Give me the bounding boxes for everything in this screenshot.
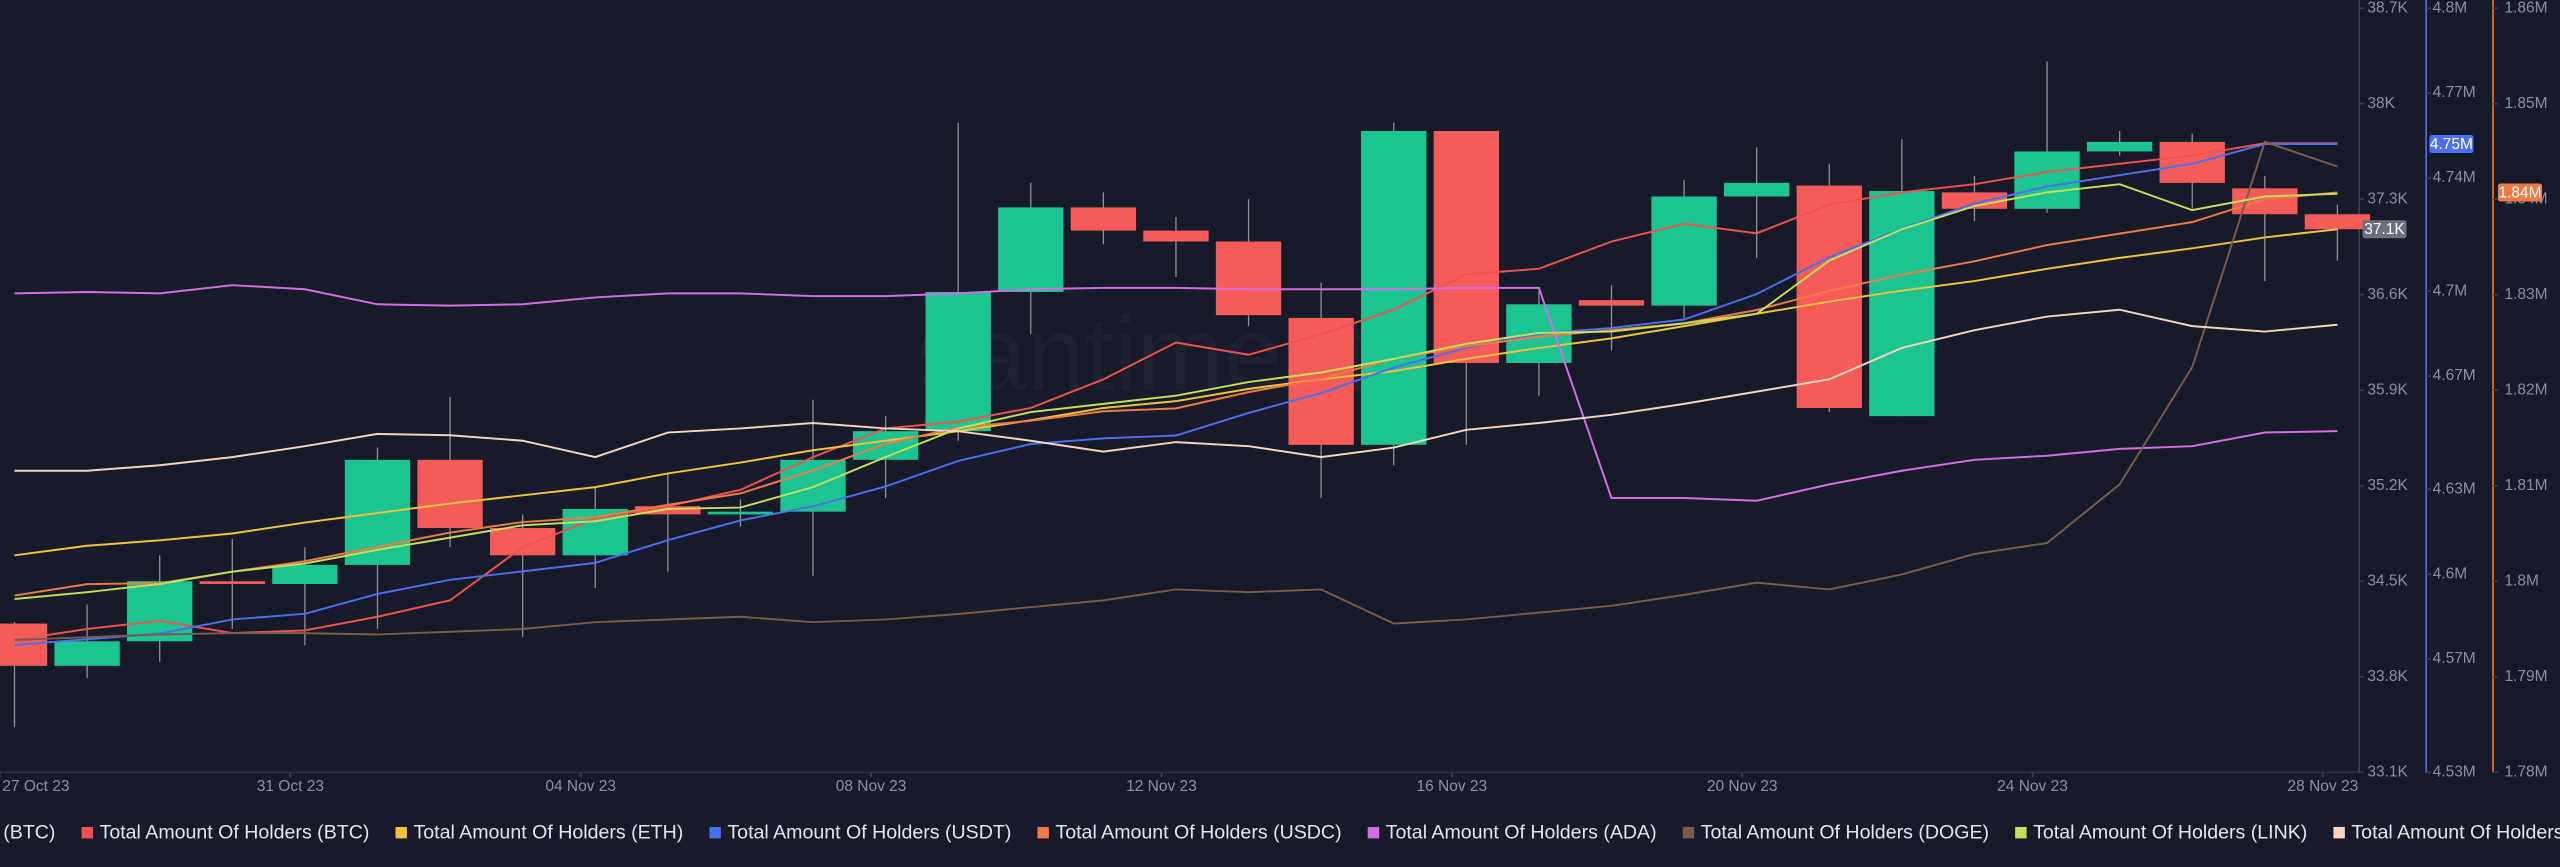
- candle-body: [852, 431, 919, 460]
- x-tick-label: 27 Oct 23: [2, 778, 69, 795]
- y2-tick-label: 4.53M: [2433, 763, 2476, 780]
- series-line: [14, 143, 2338, 646]
- y-tick-label: 37.3K: [2367, 190, 2408, 207]
- y2-tick-label: 4.77M: [2433, 84, 2476, 101]
- candle-body: [199, 581, 265, 584]
- candle-body: [127, 581, 193, 642]
- y2-tick-label: 4.7M: [2433, 282, 2467, 299]
- candle-body: [1651, 196, 1717, 306]
- x-tick-label: 28 Nov 23: [2288, 778, 2359, 795]
- legend-swatch: [1367, 826, 1380, 839]
- y2-tick-label: 4.63M: [2433, 480, 2476, 497]
- series-line: [14, 228, 2338, 557]
- series-line: [14, 308, 2338, 472]
- y2-tick-label: 4.74M: [2433, 169, 2476, 186]
- legend-label: Total Amount Of Holders (ETH): [413, 822, 683, 844]
- legend-label: Total Amount Of Holders (: [2351, 822, 2560, 844]
- y3-tick-label: 1.82M: [2504, 381, 2547, 398]
- candle-body: [417, 459, 483, 529]
- candle-body: [1433, 130, 1499, 363]
- y3-tick-label: 1.78M: [2504, 763, 2547, 780]
- value-badge: [2497, 183, 2543, 202]
- y-tick-label: 36.6K: [2367, 286, 2408, 303]
- y3-tick-label: 1.83M: [2504, 286, 2547, 303]
- legend-swatch: [1037, 826, 1049, 839]
- y-tick-label: 35.9K: [2367, 381, 2408, 398]
- y3-tick-label: 1.81M: [2504, 477, 2547, 494]
- candle-body: [1070, 207, 1137, 231]
- legend-swatch: [709, 826, 721, 839]
- y-tick-label: 33.1K: [2367, 763, 2408, 780]
- candle-body: [998, 207, 1064, 292]
- candle-body: [54, 641, 120, 666]
- series-line: [14, 142, 2338, 641]
- candle-body: [925, 291, 991, 432]
- y-tick-label: 35.2K: [2367, 477, 2408, 494]
- legend-label: Total Amount Of Holders (USDC): [1055, 822, 1341, 844]
- legend-swatch: [81, 826, 94, 839]
- candle-body: [1941, 192, 2008, 209]
- candle-body: [707, 511, 774, 515]
- x-tick-label: 24 Nov 23: [1997, 778, 2068, 795]
- series-line: [14, 140, 2338, 641]
- candle-body: [2086, 141, 2153, 152]
- y3-tick-label: 1.79M: [2504, 668, 2547, 685]
- y-tick-label: 38.7K: [2367, 0, 2408, 16]
- value-badge: [2429, 135, 2474, 154]
- candle-body: [1578, 300, 1645, 306]
- y2-tick-label: 4.57M: [2433, 650, 2476, 667]
- value-badge-label: 4.75M: [2430, 136, 2473, 153]
- legend-label: Total Amount Of Holders (DOGE): [1701, 822, 1989, 844]
- legend-swatch: [2333, 826, 2345, 839]
- legend-swatch: [395, 826, 407, 839]
- x-tick-label: 20 Nov 23: [1707, 778, 1778, 795]
- y3-tick-label: 1.86M: [2504, 0, 2547, 16]
- y2-tick-label: 4.67M: [2433, 367, 2476, 384]
- candle-body: [635, 506, 701, 515]
- candle-body: [272, 564, 338, 584]
- y3-tick-label: 1.85M: [2504, 95, 2547, 112]
- x-tick-label: 31 Oct 23: [257, 778, 324, 795]
- series-line: [14, 284, 2338, 502]
- candle-body: [2159, 141, 2225, 183]
- candle-body: [1143, 230, 1209, 242]
- y-tick-label: 38K: [2367, 95, 2395, 112]
- candle-body: [562, 508, 628, 556]
- candle-body: [489, 528, 556, 556]
- y-tick-label: 34.5K: [2367, 572, 2408, 589]
- legend-swatch: [2015, 826, 2027, 839]
- candle-body: [2014, 151, 2080, 209]
- candle-body: [1724, 182, 1790, 197]
- candle-body: [1869, 191, 1935, 417]
- candle-body: [1215, 241, 1282, 316]
- y2-tick-label: 4.6M: [2433, 565, 2467, 582]
- x-tick-label: 12 Nov 23: [1126, 778, 1197, 795]
- y-tick-label: 33.8K: [2367, 668, 2408, 685]
- legend-label: Total Amount Of Holders (ADA): [1386, 822, 1657, 844]
- y3-tick-label: 1.8M: [2504, 572, 2538, 589]
- candle-body: [2304, 214, 2371, 230]
- series-line: [14, 183, 2338, 600]
- legend-label: (BTC): [3, 822, 55, 844]
- x-tick-label: 04 Nov 23: [545, 778, 616, 795]
- series-line: [14, 191, 2338, 597]
- x-tick-label: 08 Nov 23: [836, 778, 907, 795]
- legend-swatch: [1682, 826, 1695, 839]
- y2-tick-label: 4.8M: [2433, 0, 2467, 16]
- legend-label: Total Amount Of Holders (BTC): [100, 822, 370, 844]
- legend-label: Total Amount Of Holders (USDT): [727, 822, 1011, 844]
- candle-body: [780, 459, 846, 512]
- legend-label: Total Amount Of Holders (LINK): [2033, 822, 2307, 844]
- x-tick-label: 16 Nov 23: [1416, 778, 1487, 795]
- value-badge-label: 37.1K: [2364, 221, 2405, 238]
- value-badge-label: 1.84M: [2498, 184, 2541, 201]
- value-badge: [2362, 220, 2407, 239]
